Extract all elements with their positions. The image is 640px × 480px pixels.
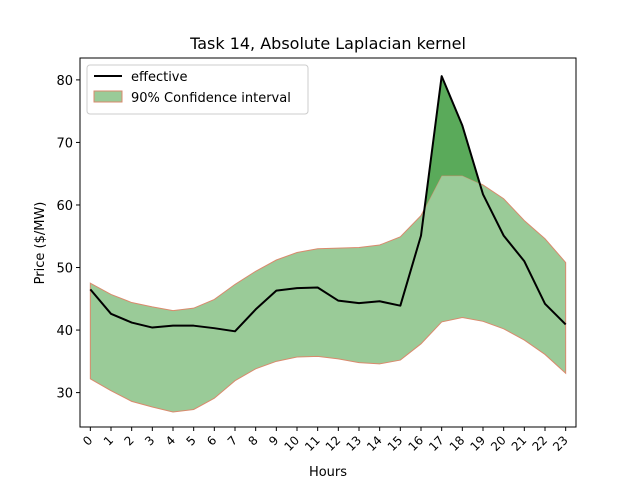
chart-title: Task 14, Absolute Laplacian kernel [189, 34, 466, 53]
y-tick-label: 50 [56, 262, 73, 277]
legend-box [86, 64, 309, 115]
legend-band-swatch [93, 90, 123, 103]
y-tick-label: 60 [56, 199, 73, 214]
legend: effective 90% Confidence interval [86, 64, 309, 115]
x-axis-label: Hours [309, 465, 347, 480]
legend-label-confidence: 90% Confidence interval [131, 91, 291, 106]
plot-frame [79, 57, 577, 428]
y-tick-label: 80 [56, 74, 73, 89]
y-axis: 30 40 50 60 70 80 [56, 74, 80, 402]
y-axis-label: Price ($/MW) [33, 202, 48, 285]
y-tick-label: 70 [56, 136, 73, 151]
plot-area [89, 75, 567, 413]
effective-line [89, 75, 567, 333]
legend-label-effective: effective [131, 70, 188, 85]
y-tick-label: 40 [56, 324, 73, 339]
y-tick-label: 30 [56, 387, 73, 402]
